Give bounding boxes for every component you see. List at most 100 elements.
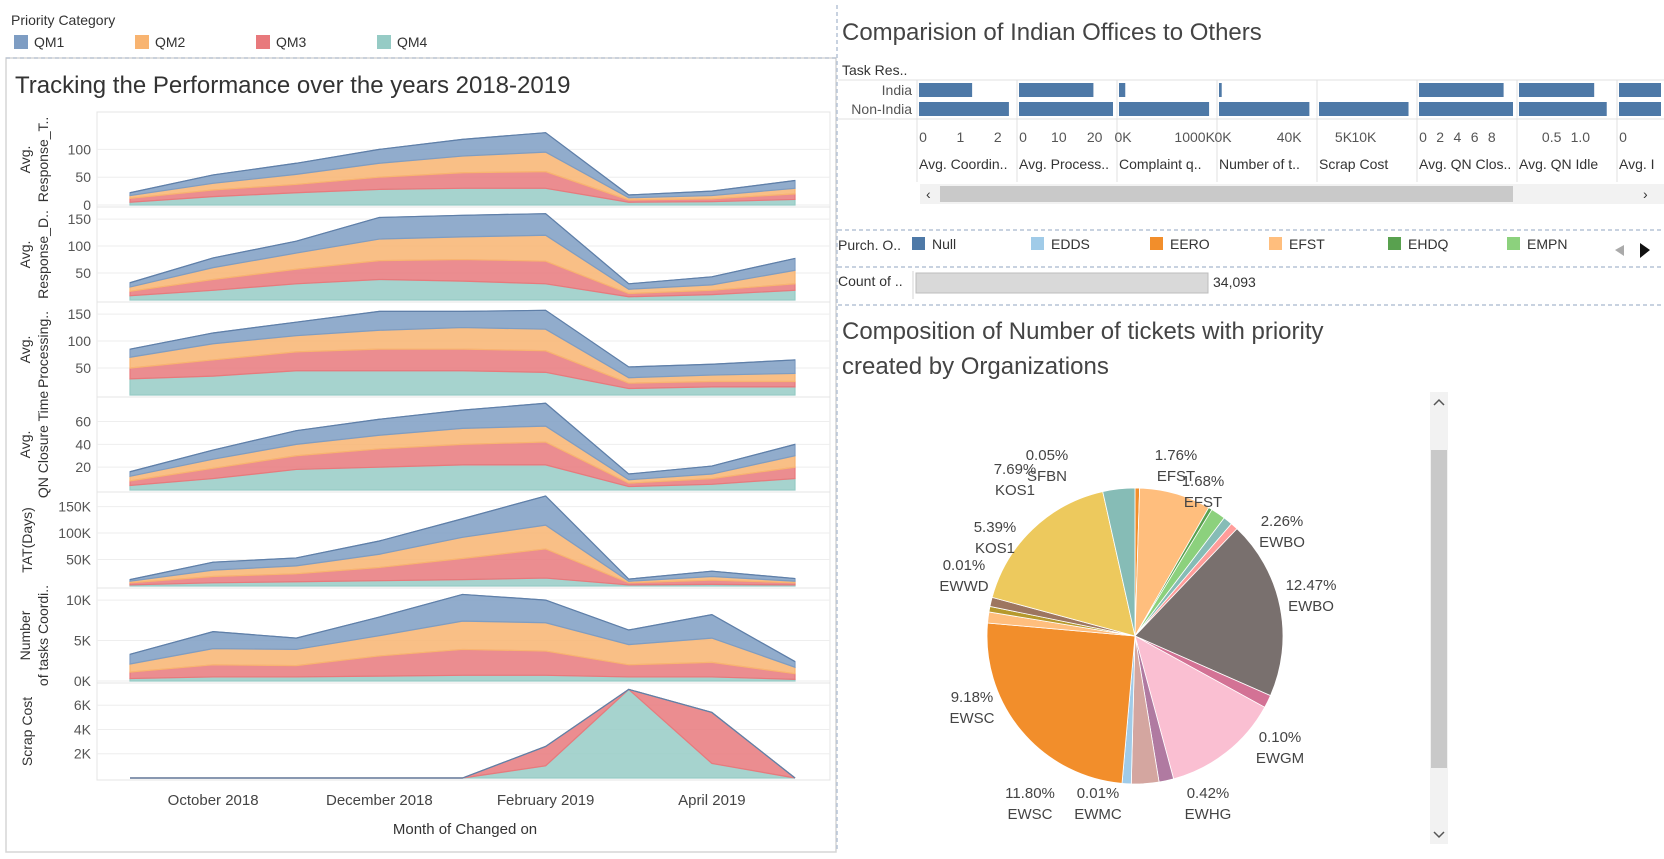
measure-tick: 4 <box>1454 129 1462 145</box>
measure-label: Number of t.. <box>1219 156 1300 172</box>
purch-label: Null <box>932 236 956 252</box>
measure-tick: 2 <box>994 129 1002 145</box>
bar-india <box>1019 83 1094 97</box>
area-chart-3: 150 100 50 Avg. Processing.. <box>17 301 831 398</box>
pie-label-value: 0.42% <box>1187 785 1230 802</box>
legend-prev-icon[interactable] <box>1615 245 1624 256</box>
y-tick-label: 50K <box>66 552 92 568</box>
y-axis-label: Avg. Response_D.. <box>17 210 51 299</box>
area-top-outline <box>129 309 796 368</box>
pie-label-name: EWMC <box>1074 806 1122 823</box>
count-value: 34,093 <box>1213 274 1256 290</box>
pie-slice-17 <box>991 491 1136 637</box>
scroll-right-icon[interactable]: › <box>1643 186 1648 202</box>
row-header: Task Res.. <box>842 62 907 78</box>
pie-label-value: 1.76% <box>1155 447 1198 464</box>
pie-label-name: EWWD <box>939 578 988 595</box>
y-tick-label: 40 <box>75 436 91 452</box>
pie-chart: 1.76%EFST1.68%EFST2.26%EWBO12.47%EWBO0.1… <box>939 447 1336 823</box>
legend-swatch-qm3 <box>256 35 270 49</box>
comparison-title: Comparision of Indian Offices to Others <box>842 19 1262 46</box>
pie-label-value: 5.39% <box>974 519 1017 536</box>
pie-label-name: KOS1 <box>995 482 1035 499</box>
pie-slice-7 <box>1134 528 1284 697</box>
purch-label: EERO <box>1170 236 1210 252</box>
pie-label-value: 0.10% <box>1259 729 1302 746</box>
y-tick-label: 6K <box>74 697 92 713</box>
legend-label-qm2: QM2 <box>155 34 186 50</box>
bar-non-india <box>1519 102 1607 116</box>
horizontal-scrollbar[interactable]: ‹ › <box>920 184 1664 204</box>
pie-label-value: 11.80% <box>1005 785 1055 802</box>
count-bar[interactable] <box>915 272 1209 294</box>
legend-title: Priority Category <box>11 12 115 28</box>
y-axis-label: Scrap Cost <box>19 697 35 766</box>
pie-label-value: 1.68% <box>1182 473 1225 490</box>
pie-label-name: KOS1 <box>975 540 1015 557</box>
legend-swatch-qm2 <box>135 35 149 49</box>
y-axis-label: Number of tasks Coordi.. <box>17 585 51 686</box>
y-tick-label: 100 <box>68 238 92 254</box>
measure-tick: 40K <box>1277 129 1303 145</box>
vertical-scroll-thumb[interactable] <box>1431 450 1447 768</box>
measure-label: Scrap Cost <box>1319 156 1388 172</box>
count-label: Count of .. <box>838 273 903 289</box>
legend-next-icon[interactable] <box>1640 243 1650 258</box>
pie-label-value: 9.18% <box>951 689 994 706</box>
pie-slice-18 <box>1102 487 1136 637</box>
measure-tick: 5K <box>1335 129 1353 145</box>
vertical-scrollbar[interactable] <box>1430 392 1448 844</box>
bar-non-india <box>1619 102 1661 116</box>
pie-label-name: SFBN <box>1027 468 1067 485</box>
y-tick-label: 50 <box>75 360 91 376</box>
pie-label-value: 0.01% <box>943 557 986 574</box>
scroll-up-icon[interactable] <box>1433 398 1445 406</box>
x-axis-ticks: October 2018 December 2018 February 2019 Ap… <box>168 792 746 809</box>
priority-legend: Priority Category QM1 QM2 QM3 QM4 <box>11 12 428 50</box>
measure-label: Avg. Process.. <box>1019 156 1109 172</box>
row-label-non-india: Non-India <box>851 101 912 117</box>
x-tick-label: October 2018 <box>168 792 259 809</box>
measure-tick: 0 <box>1019 129 1027 145</box>
x-tick-label: February 2019 <box>497 792 595 809</box>
pie-title-line1: Composition of Number of tickets with pr… <box>842 318 1324 345</box>
bar-india <box>1219 83 1222 97</box>
bar-india <box>1519 83 1595 97</box>
purch-swatch <box>1031 237 1044 250</box>
pie-label-name: EFST <box>1184 494 1222 511</box>
legend-label-qm1: QM1 <box>34 34 65 50</box>
measure-label: Avg. QN Clos.. <box>1419 156 1511 172</box>
bar-non-india <box>1119 102 1210 116</box>
area-top-outline <box>129 132 796 196</box>
measure-tick: 10 <box>1051 129 1067 145</box>
scroll-down-icon[interactable] <box>1433 831 1445 839</box>
scroll-left-icon[interactable]: ‹ <box>926 186 931 202</box>
area-chart-5: 150K 100K 50K TAT(Days) <box>19 491 831 589</box>
pie-label-name: EWGM <box>1256 750 1304 767</box>
y-tick-label: 0 <box>83 197 91 213</box>
y-tick-label: 20 <box>75 459 91 475</box>
measure-tick: 2 <box>1436 129 1444 145</box>
bar-india <box>1419 83 1504 97</box>
pie-label-name: EWSC <box>950 710 995 727</box>
area-top-outline <box>129 213 796 285</box>
x-axis-title: Month of Changed on <box>393 821 537 838</box>
y-tick-label: 50 <box>75 265 91 281</box>
legend-swatch-qm1 <box>14 35 28 49</box>
bar-india <box>919 83 973 97</box>
bar-india <box>1619 83 1661 97</box>
y-tick-label: 100K <box>58 525 91 541</box>
purch-label: EDDS <box>1051 236 1090 252</box>
pie-slice-13 <box>986 622 1136 784</box>
measure-label: Avg. I <box>1619 156 1655 172</box>
pie-slice-9 <box>1134 635 1266 780</box>
purch-legend-label: Purch. O.. <box>838 237 901 253</box>
purch-swatch <box>1269 237 1282 250</box>
pie-label-value: 12.47% <box>1286 577 1337 594</box>
horizontal-scroll-thumb[interactable] <box>940 186 1513 202</box>
y-tick-label: 10K <box>66 592 92 608</box>
y-tick-label: 150 <box>68 306 92 322</box>
y-axis-label: Avg. Response_T.. <box>17 117 51 203</box>
